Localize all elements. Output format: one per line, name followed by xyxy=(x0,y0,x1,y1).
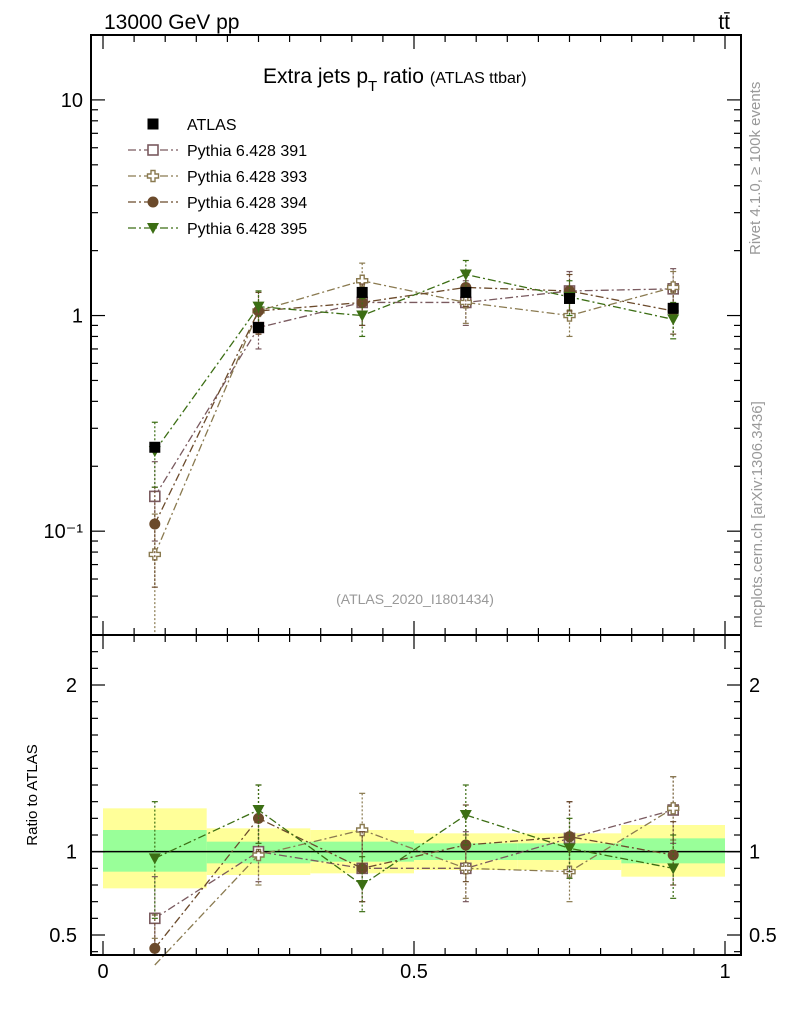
ratio-point-pythia-6-428-395 xyxy=(667,863,680,875)
main-panel: 10⁻¹ 1 10 xyxy=(44,34,742,636)
main-series-layer xyxy=(148,259,680,636)
legend-label: ATLAS xyxy=(187,117,237,134)
ratio-y-tick-label: 0.5 xyxy=(49,925,77,947)
process-label: tt̄ xyxy=(718,11,730,34)
ratio-point-pythia-6-428-393 xyxy=(666,802,680,815)
main-point-pythia-6-428-395 xyxy=(667,314,680,326)
main-y-tick-label: 1 xyxy=(72,306,83,328)
legend-marker xyxy=(147,223,159,234)
main-point-atlas xyxy=(564,292,575,304)
x-tick-label: 0 xyxy=(97,961,108,983)
legend-marker xyxy=(147,196,159,208)
legend-label: Pythia 6.428 391 xyxy=(187,143,307,160)
ratio-point-pythia-6-428-393 xyxy=(355,823,369,837)
ratio-line-4 xyxy=(154,809,674,886)
ratio-point-pythia-6-428-395 xyxy=(459,810,472,821)
x-tick-label: 1 xyxy=(719,961,730,983)
ratio-frame xyxy=(90,634,742,956)
legend-label: Pythia 6.428 395 xyxy=(187,221,307,238)
analysis-label: (ATLAS_2020_I1801434) xyxy=(336,591,494,607)
side-label-mcplots: mcplots.cern.ch [arXiv:1306.3436] xyxy=(749,401,766,628)
main-line-1 xyxy=(154,288,674,497)
side-label-rivet: Rivet 4.1.0, ≥ 100k events xyxy=(747,82,764,255)
ratio-y-tick-label-right: 1 xyxy=(749,842,760,864)
ratio-line-1 xyxy=(154,809,674,919)
ratio-y-tick-label: 1 xyxy=(66,842,77,864)
ratio-point-pythia-6-428-393 xyxy=(459,862,473,875)
ratio-y-tick-label-right: 0.5 xyxy=(749,925,777,947)
x-axis: 0 0.5 1 xyxy=(97,35,731,983)
ratio-point-pythia-6-428-395 xyxy=(563,843,576,855)
legend-marker xyxy=(147,144,159,156)
main-point-pythia-6-428-393 xyxy=(355,274,369,287)
chart-title: Extra jets pT ratio (ATLAS ttbar) xyxy=(263,65,527,95)
main-y-tick-label: 10 xyxy=(61,90,83,112)
ratio-bands xyxy=(103,808,725,889)
ratio-y-axis-label: Ratio to ATLAS xyxy=(24,744,41,845)
ratio-line-2 xyxy=(154,807,674,966)
legend-marker xyxy=(147,118,159,130)
main-point-atlas xyxy=(667,302,679,314)
main-point-pythia-6-428-394 xyxy=(356,296,368,308)
main-point-pythia-6-428-395 xyxy=(252,301,265,313)
legend-marker xyxy=(146,169,160,183)
ratio-panel: 0.5 0.5 1 1 2 2 xyxy=(49,634,777,966)
main-point-pythia-6-428-393 xyxy=(459,296,473,309)
main-line-2 xyxy=(154,280,674,555)
main-point-pythia-6-428-394 xyxy=(149,518,161,530)
ratio-point-pythia-6-428-394 xyxy=(149,942,161,954)
ratio-point-pythia-6-428-395 xyxy=(252,805,265,816)
main-point-atlas xyxy=(253,322,264,334)
ratio-y-tick-label: 2 xyxy=(66,675,77,697)
main-line-3 xyxy=(154,286,674,525)
ratio-point-pythia-6-428-394 xyxy=(356,862,368,874)
main-point-pythia-6-428-395 xyxy=(459,269,472,281)
main-point-pythia-6-428-393 xyxy=(148,548,162,561)
main-y-tick-label: 10⁻¹ xyxy=(44,521,84,543)
main-point-atlas xyxy=(356,286,368,298)
ratio-series-layer xyxy=(148,776,680,966)
ratio-point-pythia-6-428-393 xyxy=(252,848,265,862)
ratio-point-pythia-6-428-394 xyxy=(564,831,575,843)
main-line-4 xyxy=(154,273,674,452)
x-tick-label: 0.5 xyxy=(400,961,428,983)
ratio-point-pythia-6-428-395 xyxy=(356,880,369,891)
ratio-y-tick-label-right: 2 xyxy=(749,675,760,697)
ratio-point-pythia-6-428-395 xyxy=(148,853,161,865)
legend-label: Pythia 6.428 393 xyxy=(187,169,307,186)
main-point-atlas xyxy=(149,441,161,453)
legend-label: Pythia 6.428 394 xyxy=(187,195,307,212)
energy-label: 13000 GeV pp xyxy=(104,11,239,34)
main-point-pythia-6-428-395 xyxy=(356,310,369,322)
legend: ATLAS Pythia 6.428 391 Pythia 6.428 393 Pyt… xyxy=(128,117,307,238)
main-point-pythia-6-428-393 xyxy=(666,281,680,294)
ratio-axes: 0.5 0.5 1 1 2 2 xyxy=(49,634,777,953)
main-point-atlas xyxy=(460,286,472,298)
